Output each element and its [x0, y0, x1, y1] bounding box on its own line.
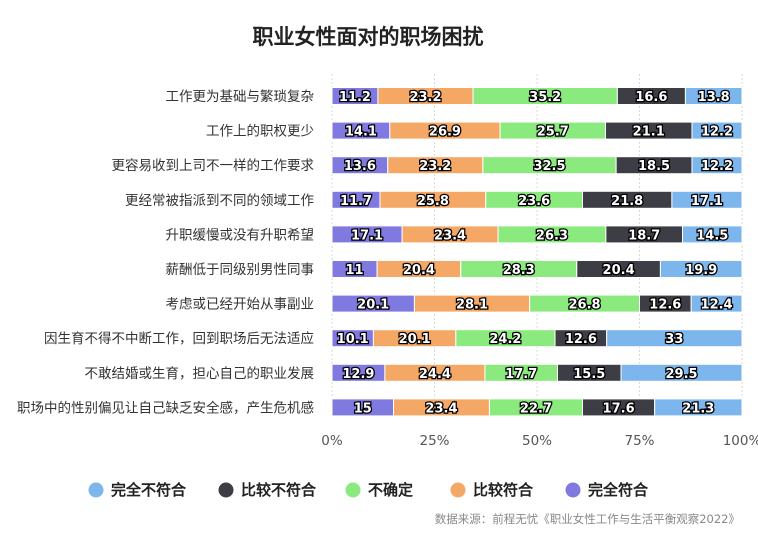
category-label: 考虑或已经开始从事副业 — [166, 297, 315, 313]
x-tick-label: 75% — [624, 433, 654, 449]
category-label: 不敢结婚或生育，担心自己的职业发展 — [85, 366, 315, 382]
legend-marker — [565, 482, 581, 498]
data-label: 24.2 — [489, 332, 521, 347]
data-label: 14.5 — [696, 228, 728, 243]
bar-segment — [684, 87, 743, 105]
legend: 完全不符合 比较不符合 不确定 比较符合 完全符合 — [88, 481, 649, 499]
x-tick-label: 25% — [419, 433, 449, 449]
category-label: 工作更为基础与繁琐复杂 — [166, 88, 315, 105]
data-label: 15 — [354, 401, 372, 416]
data-label: 13.8 — [698, 90, 730, 105]
x-tick-label: 0% — [321, 433, 343, 449]
data-label: 20.1 — [399, 332, 431, 347]
data-label: 21.1 — [633, 125, 665, 140]
data-label: 26.9 — [429, 125, 461, 140]
x-axis-ticks: 0% 25% 50% 75% 100% — [321, 433, 758, 449]
data-label: 26.8 — [569, 298, 601, 313]
bar-segment — [691, 121, 743, 140]
category-label: 更容易收到上司不一样的工作要求 — [112, 157, 315, 174]
x-tick-label: 50% — [522, 433, 552, 449]
data-label: 24.4 — [419, 367, 451, 382]
data-label: 12.2 — [701, 125, 733, 140]
data-label: 28.3 — [503, 263, 535, 278]
bar-segment — [671, 190, 743, 209]
data-label: 12.6 — [565, 332, 597, 347]
data-label: 28.1 — [456, 298, 488, 313]
bars: 11.2 23.2 35.2 16.6 13.8 14.1 26.9 25.7 21.1 12.2… — [331, 87, 743, 418]
data-label: 15.5 — [573, 367, 605, 382]
data-label: 17.6 — [603, 401, 635, 416]
x-tick-label: 100% — [723, 433, 758, 449]
data-label: 19.9 — [685, 263, 717, 278]
source-note: 数据来源：前程无忧《职业女性工作与生活平衡观察2022》 — [435, 512, 740, 526]
data-label: 23.6 — [518, 194, 550, 209]
category-label: 升职缓慢或没有升职希望 — [166, 226, 315, 243]
data-label: 11.7 — [340, 194, 372, 209]
data-label: 17.1 — [691, 194, 723, 209]
data-label: 18.5 — [638, 159, 670, 174]
data-label: 22.7 — [520, 401, 552, 416]
data-label: 11 — [346, 263, 364, 278]
category-label: 职场中的性别偏见让自己缺乏安全感，产生危机感 — [17, 399, 314, 416]
data-label: 23.2 — [419, 159, 451, 174]
legend-label: 比较符合 — [473, 481, 534, 499]
data-label: 14.1 — [345, 125, 377, 140]
data-label: 20.4 — [403, 263, 435, 278]
bar-segment — [606, 329, 743, 348]
category-label: 工作上的职权更少 — [206, 123, 314, 140]
data-label: 16.6 — [635, 90, 667, 105]
bar-segment — [690, 294, 743, 313]
legend-label: 完全符合 — [588, 481, 649, 499]
data-label: 23.2 — [409, 90, 441, 105]
category-label: 更经常被指派到不同的领域工作 — [125, 193, 314, 209]
category-labels: 工作更为基础与繁琐复杂工作上的职权更少更容易收到上司不一样的工作要求更经常被指派… — [17, 88, 314, 416]
data-label: 21.8 — [611, 194, 643, 209]
data-label: 25.7 — [537, 125, 569, 140]
data-label: 18.7 — [628, 228, 660, 243]
bar-segment — [682, 225, 743, 244]
data-label: 17.7 — [505, 367, 537, 382]
legend-marker — [88, 482, 104, 498]
data-label: 12.6 — [649, 298, 681, 313]
data-label: 10.1 — [337, 332, 369, 347]
data-label: 20.4 — [603, 263, 635, 278]
data-label: 33 — [665, 332, 683, 347]
data-label: 23.4 — [425, 401, 457, 416]
data-label: 12.2 — [701, 159, 733, 174]
legend-marker — [450, 482, 466, 498]
data-label: 35.2 — [529, 90, 561, 105]
category-label: 因生育不得不中断工作，回到职场后无法适应 — [44, 330, 314, 347]
data-label: 26.3 — [536, 228, 568, 243]
legend-label: 比较不符合 — [241, 481, 317, 499]
bar-segment — [620, 363, 743, 382]
bar-segment — [659, 260, 743, 278]
data-label: 32.5 — [533, 159, 565, 174]
data-label: 12.9 — [342, 367, 374, 382]
data-label: 13.6 — [344, 159, 376, 174]
data-label: 11.2 — [339, 90, 371, 105]
category-label: 薪酬低于同级别男性同事 — [166, 262, 315, 278]
legend-label: 完全不符合 — [111, 481, 187, 499]
data-label: 21.3 — [682, 401, 714, 416]
bar-segment — [691, 156, 743, 175]
data-label: 25.8 — [417, 194, 449, 209]
legend-label: 不确定 — [368, 481, 413, 499]
data-label: 12.4 — [701, 298, 733, 313]
data-label: 20.1 — [357, 298, 389, 313]
data-label: 17.1 — [351, 228, 383, 243]
bar-segment — [654, 398, 743, 417]
data-label: 29.5 — [665, 367, 697, 382]
chart-title: 职业女性面对的职场困扰 — [253, 25, 484, 49]
legend-marker — [218, 482, 234, 498]
data-label: 23.4 — [434, 228, 466, 243]
legend-marker — [345, 482, 361, 498]
